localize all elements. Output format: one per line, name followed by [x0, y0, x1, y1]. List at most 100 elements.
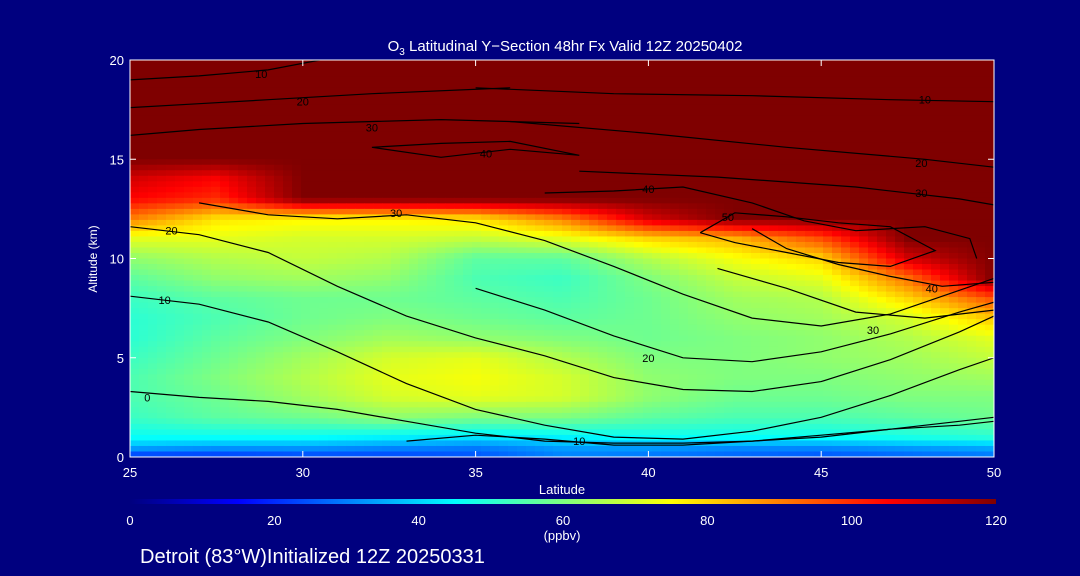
field-cell — [148, 225, 158, 232]
field-cell — [274, 137, 284, 144]
field-cell — [499, 203, 509, 210]
field-cell — [949, 219, 959, 227]
field-cell — [562, 286, 572, 293]
field-cell — [454, 109, 464, 116]
field-cell — [364, 159, 374, 166]
field-cell — [256, 98, 266, 105]
field-cell — [787, 269, 797, 276]
field-cell — [175, 153, 185, 160]
field-cell — [265, 192, 275, 199]
field-cell — [697, 115, 707, 122]
field-cell — [247, 104, 257, 111]
field-cell — [562, 65, 572, 72]
field-cell — [130, 247, 140, 254]
field-cell — [670, 275, 680, 282]
field-cell — [265, 126, 275, 133]
field-cell — [211, 330, 221, 337]
field-cell — [589, 247, 599, 254]
field-cell — [517, 137, 527, 144]
field-cell — [607, 330, 617, 337]
field-cell — [373, 258, 383, 265]
field-cell — [211, 186, 221, 193]
field-cell — [463, 241, 473, 249]
field-cell — [958, 330, 968, 337]
field-cell — [769, 104, 779, 111]
field-cell — [913, 120, 923, 127]
field-cell — [868, 115, 878, 122]
field-cell — [859, 241, 869, 249]
field-cell — [607, 148, 617, 155]
field-cell — [193, 170, 203, 177]
field-cell — [742, 208, 752, 215]
field-cell — [553, 164, 563, 171]
field-cell — [706, 181, 716, 188]
field-cell — [427, 330, 437, 337]
field-cell — [328, 137, 338, 144]
field-cell — [769, 65, 779, 72]
field-cell — [409, 71, 419, 78]
field-cell — [661, 181, 671, 188]
field-cell — [859, 280, 869, 287]
field-cell — [382, 87, 392, 94]
field-cell — [256, 60, 266, 67]
field-cell — [391, 115, 401, 122]
field-cell — [319, 308, 329, 315]
field-cell — [238, 197, 248, 204]
field-cell — [148, 324, 158, 331]
field-cell — [652, 181, 662, 188]
field-cell — [364, 286, 374, 293]
field-cell — [616, 98, 626, 105]
field-cell — [823, 115, 833, 122]
field-cell — [130, 175, 140, 182]
field-cell — [670, 230, 680, 238]
field-cell — [688, 264, 698, 271]
field-cell — [814, 319, 824, 326]
field-cell — [643, 87, 653, 94]
field-cell — [895, 131, 905, 138]
field-cell — [382, 203, 392, 210]
field-cell — [148, 153, 158, 160]
field-cell — [814, 142, 824, 149]
field-cell — [697, 280, 707, 287]
field-cell — [643, 247, 653, 254]
field-cell — [796, 175, 806, 182]
field-cell — [139, 109, 149, 116]
field-cell — [427, 82, 437, 89]
field-cell — [535, 65, 545, 72]
field-cell — [823, 87, 833, 94]
field-cell — [454, 126, 464, 133]
field-cell — [265, 104, 275, 111]
field-cell — [211, 297, 221, 304]
field-cell — [670, 247, 680, 254]
field-cell — [355, 219, 365, 227]
field-cell — [616, 192, 626, 199]
field-cell — [706, 247, 716, 254]
field-cell — [742, 308, 752, 315]
field-cell — [211, 109, 221, 116]
field-cell — [706, 208, 716, 215]
field-cell — [481, 236, 491, 243]
field-cell — [526, 286, 536, 293]
field-cell — [733, 247, 743, 254]
field-cell — [670, 170, 680, 177]
field-cell — [472, 98, 482, 105]
field-cell — [436, 236, 446, 243]
field-cell — [310, 302, 320, 309]
field-cell — [742, 269, 752, 276]
field-cell — [193, 159, 203, 166]
field-cell — [409, 109, 419, 116]
field-cell — [562, 324, 572, 331]
field-cell — [130, 241, 140, 249]
field-cell — [598, 109, 608, 116]
field-cell — [355, 87, 365, 94]
field-cell — [814, 192, 824, 199]
field-cell — [661, 236, 671, 243]
field-cell — [751, 313, 761, 320]
field-cell — [778, 335, 788, 342]
field-cell — [301, 269, 311, 276]
field-cell — [607, 131, 617, 138]
field-cell — [580, 65, 590, 72]
field-cell — [139, 87, 149, 94]
field-cell — [832, 82, 842, 89]
field-cell — [418, 241, 428, 249]
